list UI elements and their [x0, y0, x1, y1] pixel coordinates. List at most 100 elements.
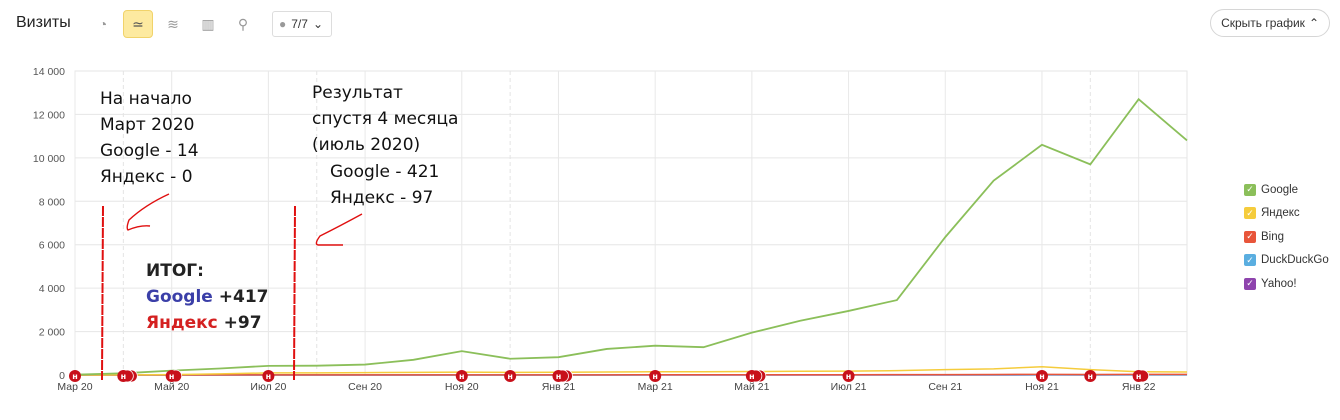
note-marker-label: н — [749, 372, 755, 381]
legend-label: Google — [1261, 183, 1299, 196]
summary-google-value: +417 — [218, 287, 269, 307]
note-marker-label: н — [556, 372, 562, 381]
summary-google-name: Google — [146, 287, 213, 307]
x-tick-label: Ноя 20 — [445, 381, 479, 393]
legend-label: DuckDuckGo — [1261, 254, 1329, 267]
annotation-line: (июль 2020) — [312, 135, 421, 155]
legend-item[interactable]: ✓ DuckDuckGo — [1244, 249, 1329, 273]
note-marker — [262, 370, 275, 382]
result-values-annotation: Google - 421 Яндекс - 97 — [330, 159, 439, 211]
summary-yandex-name: Яндекс — [146, 313, 218, 333]
x-tick-label: Мар 21 — [638, 381, 673, 393]
bar-chart-icon[interactable]: ▥ — [201, 15, 215, 32]
y-tick-label: 8 000 — [39, 196, 65, 208]
legend-item[interactable]: ✓ Google — [1244, 178, 1329, 202]
note-marker — [1035, 370, 1048, 382]
series-line-bing — [75, 373, 1187, 376]
note-marker — [69, 370, 81, 382]
y-tick-label: 12 000 — [33, 109, 65, 121]
note-marker — [745, 370, 758, 382]
note-marker-label: н — [459, 372, 465, 381]
note-marker-label: н — [1136, 372, 1142, 381]
note-marker — [455, 370, 468, 382]
x-tick-label: Ноя 21 — [1025, 381, 1059, 393]
annotation-line: На начало — [100, 89, 192, 109]
x-tick-label: Июл 21 — [831, 381, 867, 393]
note-marker-label: н — [652, 372, 658, 381]
note-marker — [1132, 370, 1145, 382]
checkbox-icon[interactable]: ✓ — [1244, 207, 1256, 220]
checkbox-icon[interactable]: ✓ — [1244, 230, 1256, 243]
hide-chart-button[interactable]: Скрыть график ⌃ — [1210, 9, 1330, 37]
legend: ✓ Google ✓ Яндекс ✓ Bing ✓ DuckDuckGo ✓ Yahoo! — [1244, 178, 1329, 296]
x-tick-label: Сен 20 — [348, 381, 382, 393]
page-title: Визиты — [16, 14, 71, 31]
summary-yandex-value: +97 — [223, 313, 262, 333]
legend-item[interactable]: ✓ Bing — [1244, 225, 1329, 249]
note-marker-label: н — [121, 372, 127, 381]
result-marker-line — [293, 205, 296, 381]
legend-label: Yahoo! — [1261, 277, 1297, 290]
note-marker-label: н — [266, 372, 272, 381]
y-tick-label: 2 000 — [39, 327, 65, 339]
x-tick-label: Янв 21 — [542, 381, 576, 393]
stacked-area-icon[interactable]: ≋ — [167, 15, 179, 32]
start-arrow — [126, 193, 170, 231]
annotation-line: спустя 4 месяца — [312, 109, 459, 129]
note-marker-label: н — [1039, 372, 1045, 381]
series-line-google — [74, 97, 1188, 376]
series-line-яндекс — [74, 365, 1188, 376]
line-chart-icon[interactable]: ≃ — [123, 10, 153, 38]
start-annotation: На начало Март 2020 Google - 14 Яндекс -… — [100, 86, 199, 190]
note-marker-label: н — [846, 372, 852, 381]
annotation-line: Google - 421 — [330, 162, 440, 182]
checkbox-icon[interactable]: ✓ — [1244, 183, 1256, 196]
result-annotation: Результат спустя 4 месяца (июль 2020) — [312, 80, 458, 158]
start-marker-line — [101, 205, 104, 381]
y-tick-label: 4 000 — [39, 283, 65, 295]
x-tick-label: Мар 20 — [57, 381, 92, 393]
note-marker — [165, 370, 178, 382]
y-tick-label: 0 — [59, 370, 65, 382]
note-marker — [1084, 370, 1097, 382]
summary-annotation: ИТОГ: Google +417 Яндекс +97 — [146, 258, 269, 336]
annotation-line: Март 2020 — [100, 115, 195, 135]
legend-item[interactable]: ✓ Яндекс — [1244, 202, 1329, 226]
checkbox-icon[interactable]: ✓ — [1244, 254, 1256, 267]
y-tick-label: 14 000 — [33, 66, 65, 78]
note-marker — [117, 370, 130, 382]
summary-title: ИТОГ: — [146, 261, 204, 281]
y-tick-label: 10 000 — [33, 153, 65, 165]
pie-chart-icon[interactable]: ◔ — [98, 16, 108, 32]
hide-chart-label: Скрыть график — [1221, 16, 1305, 30]
note-marker-label: н — [507, 372, 513, 381]
note-marker-label: н — [1088, 372, 1094, 381]
legend-label: Яндекс — [1261, 207, 1300, 220]
x-tick-label: Июл 20 — [250, 381, 286, 393]
legend-label: Bing — [1261, 230, 1285, 243]
annotation-line: Яндекс - 97 — [330, 188, 434, 208]
note-marker — [649, 370, 662, 382]
note-marker — [504, 370, 517, 382]
chevron-up-icon: ⌃ — [1308, 16, 1319, 30]
x-tick-label: Сен 21 — [928, 381, 962, 393]
map-icon[interactable]: ⚲ — [237, 15, 249, 32]
comment-icon: ● — [279, 17, 287, 31]
notes-count: 7/7 — [291, 17, 308, 31]
notes-dropdown[interactable]: ● 7/7 ⌄ — [272, 11, 332, 37]
note-marker — [552, 370, 565, 382]
result-arrow — [315, 213, 363, 246]
chevron-down-icon: ⌄ — [312, 17, 323, 31]
x-tick-label: Май 20 — [154, 381, 189, 393]
x-tick-label: Май 21 — [734, 381, 769, 393]
annotation-line: Яндекс - 0 — [100, 167, 193, 187]
checkbox-icon[interactable]: ✓ — [1244, 277, 1256, 290]
y-tick-label: 6 000 — [39, 240, 65, 252]
note-marker-label: н — [169, 372, 175, 381]
annotation-line: Google - 14 — [100, 141, 199, 161]
note-marker-label: н — [72, 372, 78, 381]
note-marker — [842, 370, 855, 382]
x-tick-label: Янв 22 — [1122, 381, 1156, 393]
legend-item[interactable]: ✓ Yahoo! — [1244, 272, 1329, 296]
